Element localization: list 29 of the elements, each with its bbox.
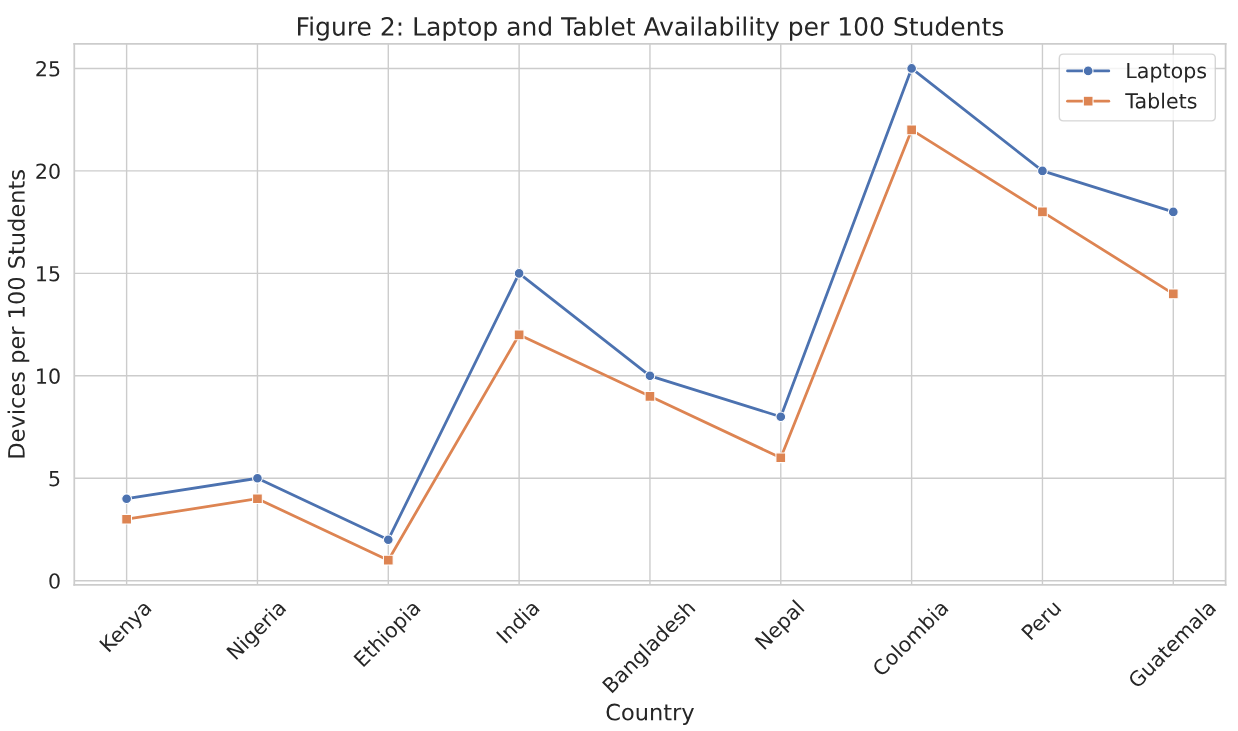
point [644,370,656,382]
point [775,452,787,464]
y-axis-title: Devices per 100 Students [7,170,30,458]
point [513,267,525,279]
point [252,493,263,505]
y-tick-label: 5 [49,471,60,487]
point [513,329,525,341]
point [1037,165,1048,177]
point [1167,288,1179,300]
point [906,124,917,136]
y-tick-label: 0 [49,573,60,589]
point [644,390,656,402]
point [382,534,394,546]
y-tick-label: 25 [36,60,60,77]
point [121,513,132,525]
y-tick-label: 10 [37,368,60,384]
point [121,493,132,505]
legend-label: Tablets [1125,92,1197,109]
chart-title: Figure 2: Laptop and Tablet Availability per 100 Students [298,16,1004,41]
point [382,554,394,566]
point [906,63,917,74]
y-tick-label: 20 [36,163,60,180]
legend-label: Laptops [1127,63,1207,83]
point [775,411,787,423]
x-axis-title: Country [606,703,694,725]
point [1167,206,1179,218]
point [1037,206,1048,218]
y-tick-label: 15 [37,266,60,282]
point [252,472,263,484]
